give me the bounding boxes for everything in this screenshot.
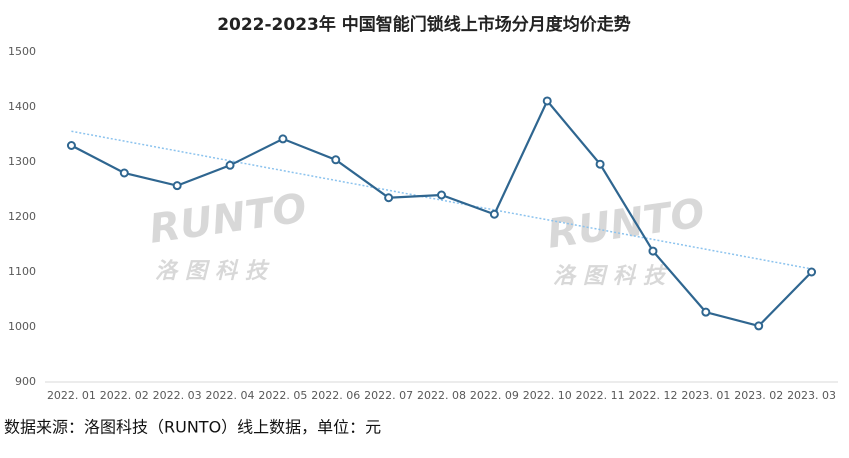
data-point — [384, 193, 394, 203]
x-tick-label: 2022. 03 — [153, 389, 202, 402]
x-tick-label: 2022. 06 — [311, 389, 360, 402]
x-tick-label: 2022. 05 — [258, 389, 307, 402]
chart-title: 2022-2023年 中国智能门锁线上市场分月度均价走势 — [217, 14, 631, 35]
data-point — [225, 160, 235, 170]
data-point — [278, 134, 288, 144]
data-point — [807, 267, 817, 277]
x-tick-label: 2022. 10 — [523, 389, 572, 402]
data-point — [542, 96, 552, 106]
data-point — [595, 159, 605, 169]
x-tick-label: 2022. 11 — [576, 389, 625, 402]
x-tick-label: 2022. 04 — [206, 389, 255, 402]
data-point — [437, 190, 446, 200]
y-tick-label: 1100 — [8, 265, 36, 278]
data-point — [331, 155, 341, 165]
data-point — [648, 246, 658, 256]
y-tick-label: 1300 — [8, 155, 36, 168]
x-tick-label: 2022. 07 — [364, 389, 413, 402]
x-tick-label: 2022. 01 — [47, 389, 96, 402]
y-tick-label: 1400 — [8, 100, 36, 113]
data-point — [754, 321, 764, 331]
data-point — [701, 307, 711, 317]
y-tick-label: 900 — [15, 375, 36, 388]
data-point — [66, 141, 76, 150]
x-tick-label: 2023. 02 — [734, 389, 783, 402]
source-note: 数据来源：洛图科技（RUNTO）线上数据，单位：元 — [4, 418, 381, 437]
trendline — [71, 130, 812, 270]
y-tick-label: 1000 — [8, 320, 36, 333]
x-tick-label: 2022. 12 — [628, 389, 677, 402]
x-tick-label: 2022. 09 — [470, 389, 519, 402]
x-tick-label: 2023. 03 — [787, 389, 836, 402]
x-tick-label: 2023. 01 — [681, 389, 730, 402]
y-tick-label: 1500 — [8, 45, 36, 58]
x-tick-label: 2022. 08 — [417, 389, 466, 402]
data-point — [172, 181, 182, 191]
watermark: RUNTO — [545, 190, 708, 258]
x-tick-label: 2022. 02 — [100, 389, 149, 402]
watermark: 洛图科技 — [553, 264, 673, 289]
watermark: 洛图科技 — [155, 259, 275, 284]
y-tick-label: 1200 — [8, 210, 36, 223]
data-point — [119, 168, 129, 178]
watermark: RUNTO — [147, 185, 310, 253]
data-point — [489, 209, 499, 219]
